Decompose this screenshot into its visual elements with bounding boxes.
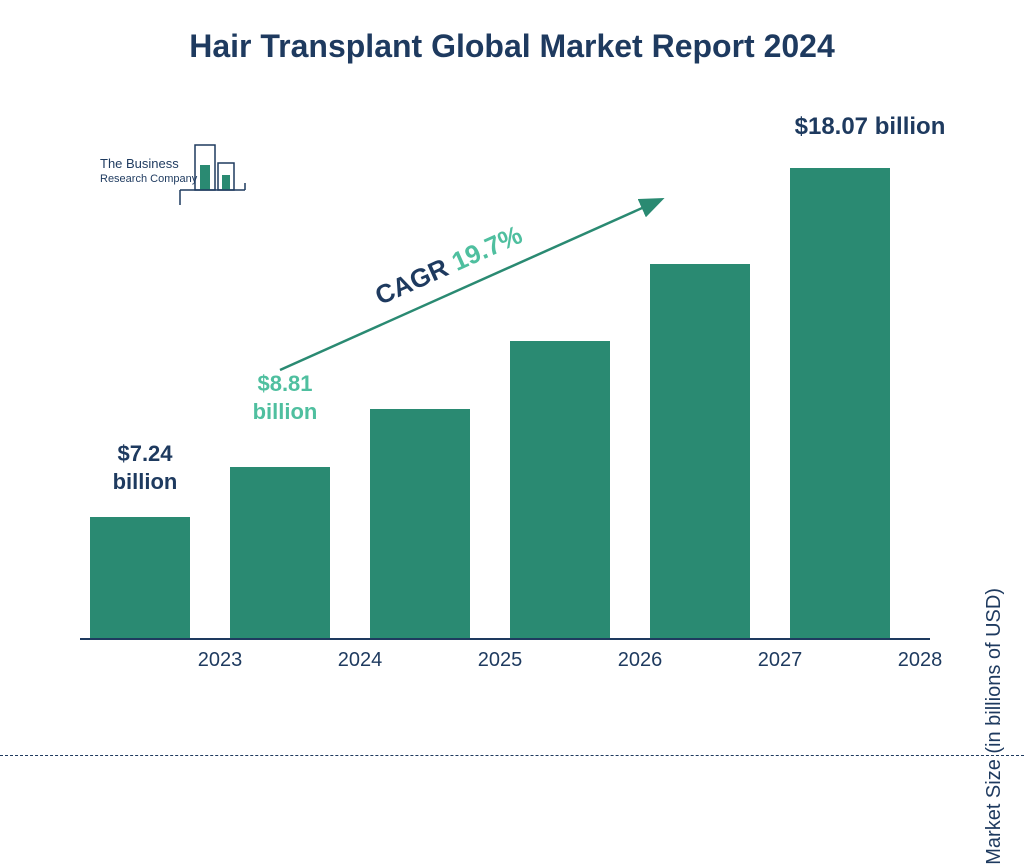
bars-container [80,120,930,640]
chart-title: Hair Transplant Global Market Report 202… [0,28,1024,65]
bar-2027 [650,264,750,638]
value-label-1: $8.81billion [230,370,340,425]
x-label-2028: 2028 [870,649,970,672]
value-label-2: $18.07 billion [770,112,970,142]
x-label-2026: 2026 [590,649,690,672]
bar-2025 [370,409,470,638]
value-label-0: $7.24billion [90,440,200,495]
x-label-2023: 2023 [170,649,270,672]
chart-area: 202320242025202620272028 [80,120,930,680]
bottom-divider [0,755,1024,756]
bar-2023 [90,517,190,638]
bar-2026 [510,341,610,638]
bar-2028 [790,168,890,638]
x-label-2027: 2027 [730,649,830,672]
x-label-2025: 2025 [450,649,550,672]
x-label-2024: 2024 [310,649,410,672]
bar-2024 [230,467,330,638]
y-axis-label: Market Size (in billions of USD) [983,588,1006,865]
